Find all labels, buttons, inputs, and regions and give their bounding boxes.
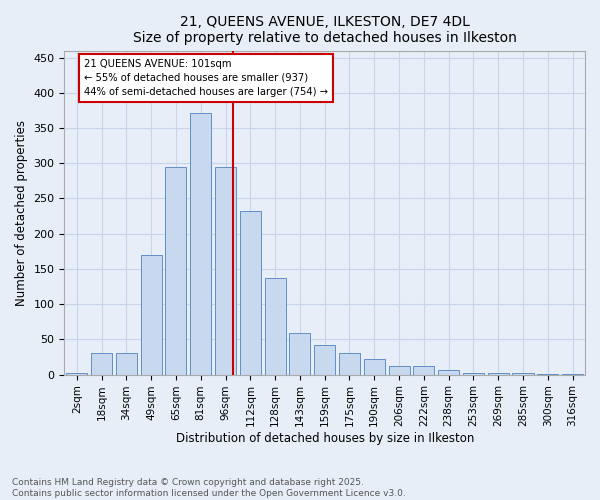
Bar [190, 112, 211, 374]
Bar [339, 353, 360, 374]
Text: 21 QUEENS AVENUE: 101sqm
← 55% of detached houses are smaller (937)
44% of semi-: 21 QUEENS AVENUE: 101sqm ← 55% of detach… [84, 59, 328, 97]
Bar [166, 167, 187, 374]
Bar [265, 278, 286, 374]
Bar [512, 373, 533, 374]
Bar [438, 370, 459, 374]
Bar [66, 373, 88, 374]
Bar [314, 345, 335, 374]
Bar [116, 354, 137, 374]
Bar [463, 373, 484, 374]
Bar [413, 366, 434, 374]
Bar [215, 167, 236, 374]
Bar [364, 359, 385, 374]
Bar [91, 354, 112, 374]
Bar [240, 211, 261, 374]
Bar [289, 333, 310, 374]
X-axis label: Distribution of detached houses by size in Ilkeston: Distribution of detached houses by size … [176, 432, 474, 445]
Bar [488, 373, 509, 374]
Text: Contains HM Land Registry data © Crown copyright and database right 2025.
Contai: Contains HM Land Registry data © Crown c… [12, 478, 406, 498]
Y-axis label: Number of detached properties: Number of detached properties [15, 120, 28, 306]
Bar [389, 366, 410, 374]
Title: 21, QUEENS AVENUE, ILKESTON, DE7 4DL
Size of property relative to detached house: 21, QUEENS AVENUE, ILKESTON, DE7 4DL Siz… [133, 15, 517, 45]
Bar [140, 255, 162, 374]
